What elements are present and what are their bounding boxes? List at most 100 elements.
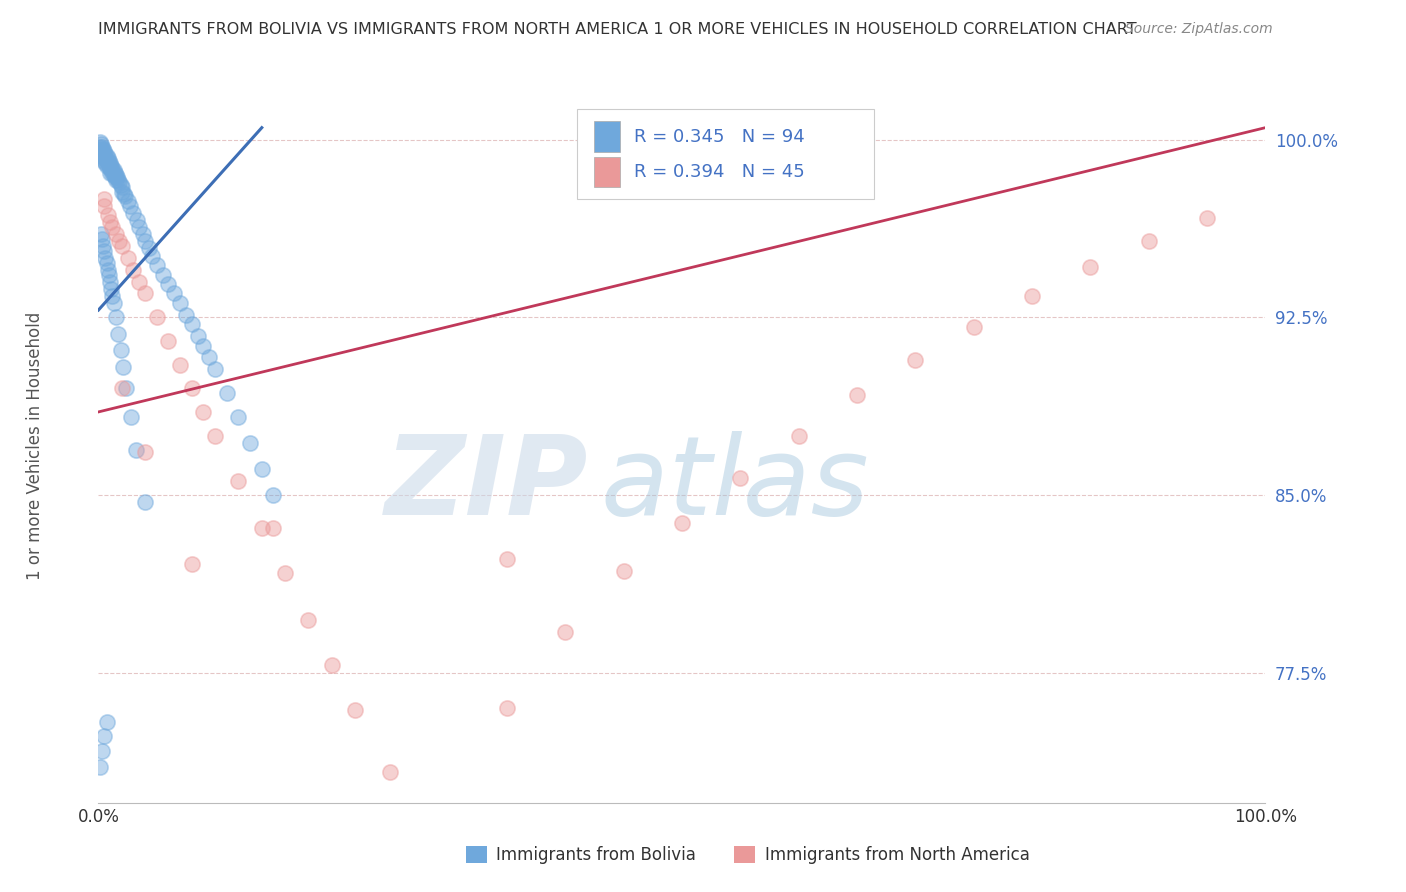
Point — [198, 351, 221, 365]
Point — [98, 215, 121, 229]
Point — [112, 186, 135, 201]
Point — [111, 239, 134, 253]
Point — [117, 194, 139, 208]
Point — [152, 268, 174, 282]
Point — [91, 239, 114, 253]
Point — [174, 308, 197, 322]
Point — [101, 166, 124, 180]
Point — [94, 146, 117, 161]
Point — [114, 189, 136, 203]
Point — [110, 343, 132, 358]
Point — [228, 474, 250, 488]
Point — [193, 405, 215, 419]
Point — [91, 142, 114, 156]
Text: ZIP: ZIP — [385, 432, 589, 539]
Bar — [734, 847, 755, 863]
Point — [105, 170, 128, 185]
Point — [118, 199, 141, 213]
Point — [613, 564, 636, 578]
Point — [104, 168, 127, 182]
Point — [380, 764, 402, 779]
Point — [96, 159, 118, 173]
Point — [90, 137, 112, 152]
Point — [98, 166, 121, 180]
Point — [141, 249, 163, 263]
Point — [101, 289, 124, 303]
Point — [1080, 260, 1102, 275]
Point — [93, 145, 115, 159]
Text: IMMIGRANTS FROM BOLIVIA VS IMMIGRANTS FROM NORTH AMERICA 1 OR MORE VEHICLES IN H: IMMIGRANTS FROM BOLIVIA VS IMMIGRANTS FR… — [98, 22, 1137, 37]
Point — [187, 329, 209, 343]
Point — [554, 625, 576, 640]
Point — [180, 318, 202, 332]
Point — [138, 242, 160, 256]
Point — [94, 156, 117, 170]
Text: 1 or more Vehicles in Household: 1 or more Vehicles in Household — [27, 312, 44, 580]
Point — [110, 178, 132, 192]
Point — [274, 566, 297, 580]
Point — [97, 159, 120, 173]
Bar — [595, 121, 620, 152]
Point — [204, 362, 226, 376]
Text: R = 0.345   N = 94: R = 0.345 N = 94 — [634, 128, 804, 145]
Point — [93, 730, 115, 744]
Point — [101, 220, 124, 235]
Point — [962, 319, 984, 334]
Point — [103, 163, 125, 178]
Point — [239, 435, 262, 450]
Point — [90, 146, 112, 161]
Point — [90, 142, 112, 156]
Point — [496, 551, 519, 566]
Point — [104, 173, 127, 187]
Point — [111, 381, 134, 395]
Point — [103, 168, 125, 182]
Point — [128, 220, 150, 235]
Point — [96, 153, 118, 168]
Point — [90, 145, 112, 159]
Point — [100, 159, 122, 173]
Point — [344, 703, 367, 717]
Point — [90, 139, 112, 153]
Point — [107, 173, 129, 187]
Point — [128, 275, 150, 289]
Point — [132, 227, 155, 242]
Point — [90, 227, 112, 242]
Point — [94, 152, 117, 166]
Text: Immigrants from Bolivia: Immigrants from Bolivia — [496, 846, 696, 863]
Point — [437, 862, 460, 876]
Point — [117, 251, 139, 265]
Point — [89, 139, 111, 153]
Point — [93, 149, 115, 163]
Point — [104, 170, 127, 185]
Text: atlas: atlas — [600, 432, 869, 539]
Bar — [465, 847, 486, 863]
Point — [180, 557, 202, 571]
Point — [134, 286, 156, 301]
Point — [297, 614, 319, 628]
Point — [193, 338, 215, 352]
Point — [104, 166, 127, 180]
Point — [169, 296, 191, 310]
Point — [93, 192, 115, 206]
Point — [146, 310, 169, 325]
Point — [104, 310, 127, 325]
Point — [101, 161, 124, 175]
Point — [904, 352, 927, 367]
Point — [134, 235, 156, 249]
Text: R = 0.394   N = 45: R = 0.394 N = 45 — [634, 163, 804, 181]
Point — [134, 495, 156, 509]
Point — [125, 442, 148, 457]
FancyBboxPatch shape — [576, 109, 875, 200]
Point — [134, 445, 156, 459]
Point — [204, 428, 226, 442]
Point — [413, 827, 436, 841]
Point — [96, 255, 118, 269]
Point — [97, 153, 120, 168]
Point — [100, 163, 122, 178]
Point — [125, 213, 148, 227]
Point — [103, 296, 125, 310]
Text: Source: ZipAtlas.com: Source: ZipAtlas.com — [1125, 22, 1272, 37]
Point — [93, 244, 115, 258]
Point — [1021, 289, 1043, 303]
Point — [730, 471, 752, 485]
